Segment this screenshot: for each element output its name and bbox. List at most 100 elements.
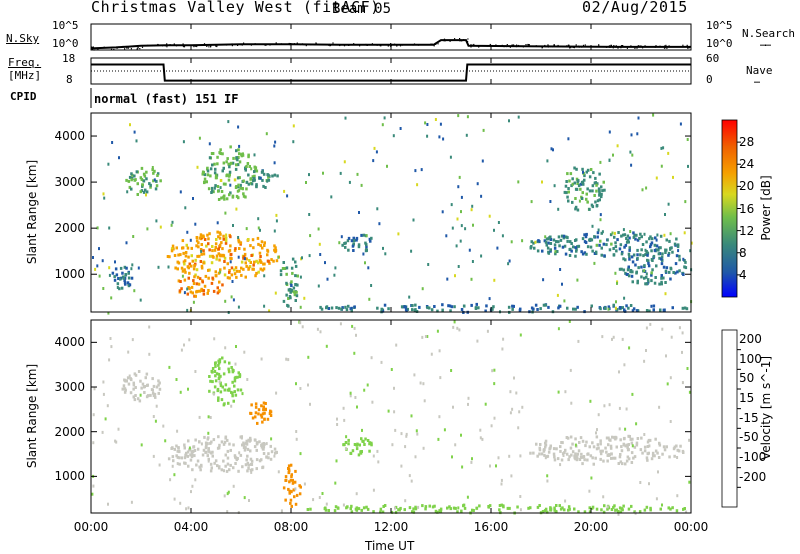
velocity-cell: [368, 449, 371, 453]
power-cell: [372, 159, 375, 163]
power-cell: [630, 133, 633, 137]
power-cell: [549, 200, 552, 203]
velocity-cell: [200, 463, 203, 467]
power-cell: [221, 247, 224, 251]
power-cell: [134, 178, 137, 182]
velocity-cell: [209, 451, 213, 455]
velocity-cell: [223, 469, 225, 473]
power-cell: [159, 179, 162, 183]
nave-tick-top: 60: [706, 52, 720, 65]
velocity-cell: [476, 339, 479, 343]
power-cell: [547, 241, 550, 245]
nsky-point: [579, 46, 581, 48]
power-cell: [508, 119, 510, 123]
power-cell: [449, 155, 452, 159]
velocity-cell: [274, 451, 277, 455]
velocity-cell: [555, 447, 558, 451]
power-cell: [267, 175, 270, 179]
velocity-cell: [391, 443, 394, 447]
power-cell: [209, 167, 213, 171]
power-cell: [482, 128, 485, 132]
velocity-cell: [607, 454, 610, 457]
nsky-point: [518, 45, 520, 47]
power-cell: [195, 268, 199, 272]
nsky-point: [217, 44, 219, 46]
nsky-point: [353, 44, 355, 46]
velocity-cell: [223, 388, 226, 392]
power-cell: [197, 282, 201, 286]
power-cell: [196, 275, 200, 279]
velocity-cell: [129, 377, 132, 381]
velocity-cell: [263, 417, 266, 421]
velocity-cell: [619, 510, 623, 514]
power-cell: [653, 243, 657, 247]
velocity-cell: [363, 443, 366, 446]
power-cell: [274, 246, 277, 250]
velocity-cell: [618, 427, 621, 431]
velocity-cell: [414, 455, 417, 459]
velocity-cell: [543, 448, 546, 451]
power-cell: [130, 187, 133, 191]
power-cell: [433, 305, 436, 308]
velocity-cell: [567, 505, 571, 509]
power-cell: [458, 175, 461, 179]
velocity-cell: [495, 464, 497, 468]
velocity-cell: [647, 438, 650, 442]
velocity-cell: [683, 507, 686, 510]
power-cell: [305, 181, 307, 184]
power-cell: [227, 178, 231, 182]
power-cell: [186, 287, 189, 291]
velocity-cell: [224, 464, 227, 468]
velocity-cell: [538, 504, 541, 507]
power-cell: [190, 246, 193, 250]
power-cell: [155, 219, 158, 223]
velocity-cell: [344, 447, 347, 451]
nsky-point: [541, 46, 543, 49]
power-cell: [571, 177, 574, 181]
velocity-cell: [248, 439, 251, 443]
power-cell: [447, 304, 450, 308]
nsky-point: [212, 44, 214, 46]
velocity-cell: [673, 454, 676, 458]
power-cell: [673, 242, 677, 246]
velocity-cell: [658, 441, 661, 445]
nsky-point: [166, 43, 168, 45]
velocity-cell: [349, 394, 352, 398]
power-cell: [645, 250, 648, 253]
power-cell: [625, 304, 628, 308]
power-cell: [292, 286, 296, 290]
velocity-cell: [536, 505, 540, 509]
velocity-cell: [671, 506, 674, 510]
power-cell: [214, 242, 218, 246]
velocity-cell: [295, 382, 297, 386]
velocity-cell: [207, 415, 210, 419]
power-cell: [199, 248, 203, 251]
power-cell: [665, 266, 669, 270]
power-cell: [491, 307, 494, 311]
power-cell: [662, 146, 665, 150]
power-cell: [96, 264, 99, 268]
velocity-cell: [650, 457, 654, 461]
velocity-cell: [260, 458, 263, 462]
nsky-point: [127, 47, 129, 49]
velocity-cell: [351, 449, 355, 453]
power-cell: [156, 174, 159, 177]
power-cell: [597, 187, 601, 191]
velocity-cell: [234, 462, 237, 465]
power-cell: [186, 230, 189, 234]
power-cell: [678, 258, 681, 262]
power-cell: [667, 151, 670, 155]
power-cell: [413, 309, 417, 312]
power-cell: [659, 308, 662, 312]
power-cell: [350, 239, 354, 243]
velocity-cell: [226, 492, 229, 496]
nsky-point: [581, 46, 583, 48]
velocity-cell: [209, 462, 213, 466]
velocity-cell: [538, 448, 542, 452]
power-cell: [350, 309, 353, 313]
nsky-point: [544, 45, 546, 47]
nsky-point: [435, 43, 437, 45]
freq-label-line1: Freq.: [8, 56, 42, 69]
power-cell: [128, 175, 132, 179]
power-cell: [582, 182, 585, 186]
